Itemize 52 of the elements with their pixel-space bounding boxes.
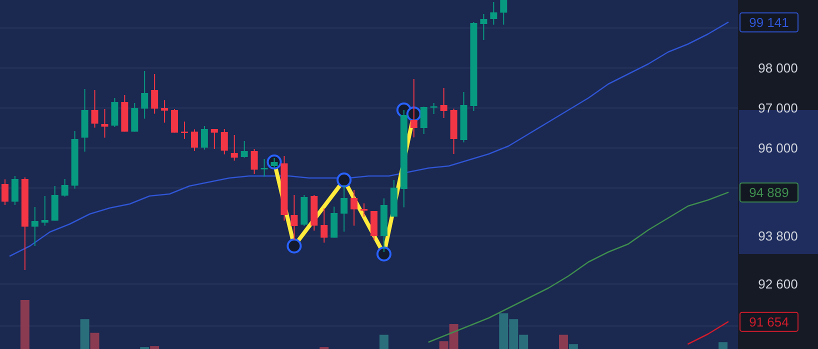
- y-tick-label: 92 600: [758, 276, 798, 292]
- bar: [718, 342, 728, 349]
- candlestick: [480, 14, 488, 40]
- y-tick-label: 96 000: [758, 140, 798, 156]
- candlestick: [340, 184, 348, 232]
- candlestick: [1, 178, 8, 206]
- candlestick: [200, 126, 208, 150]
- candlestick: [131, 102, 138, 132]
- bar: [80, 319, 90, 349]
- candlestick: [61, 178, 68, 198]
- bar: [90, 332, 100, 349]
- candlestick: [490, 2, 498, 26]
- candlestick: [250, 148, 258, 174]
- data-label: 94 889: [749, 184, 789, 200]
- candlestick: [11, 176, 18, 206]
- candlestick: [41, 196, 48, 226]
- candlestick: [290, 194, 298, 240]
- candlestick: [350, 190, 358, 226]
- y-tick-label: 93 800: [758, 228, 798, 244]
- candlestick: [31, 206, 38, 246]
- candlestick: [410, 78, 418, 138]
- candlestick: [240, 140, 248, 158]
- candlestick: [91, 90, 98, 128]
- bar: [150, 346, 160, 349]
- candlestick: [190, 128, 198, 152]
- bar: [568, 344, 578, 349]
- candlestick: [230, 134, 238, 162]
- point: [336, 172, 352, 188]
- bar: [379, 334, 388, 349]
- point: [376, 246, 392, 262]
- candlestick: [220, 128, 228, 155]
- candlestick: [210, 128, 218, 150]
- candlestick: [141, 70, 148, 120]
- candlestick: [181, 121, 188, 140]
- candlestick: [171, 108, 178, 134]
- data-label: 91 654: [749, 314, 789, 330]
- candlestick: [161, 100, 168, 124]
- candlestick: [320, 208, 328, 244]
- candlestick: [270, 158, 278, 168]
- candlestick: [111, 98, 118, 128]
- candlestick: [151, 74, 158, 114]
- bar: [20, 300, 30, 349]
- bar: [558, 334, 568, 349]
- data-label: 99 141: [749, 14, 789, 30]
- candlestick: [101, 108, 108, 138]
- candlestick: [440, 88, 448, 118]
- y-tick-label: 97 000: [758, 100, 798, 116]
- point: [286, 238, 302, 254]
- candlestick: [500, 0, 508, 26]
- candlestick: [260, 158, 268, 178]
- y-tick-label: 98 000: [758, 60, 798, 76]
- candlestick: [420, 106, 428, 134]
